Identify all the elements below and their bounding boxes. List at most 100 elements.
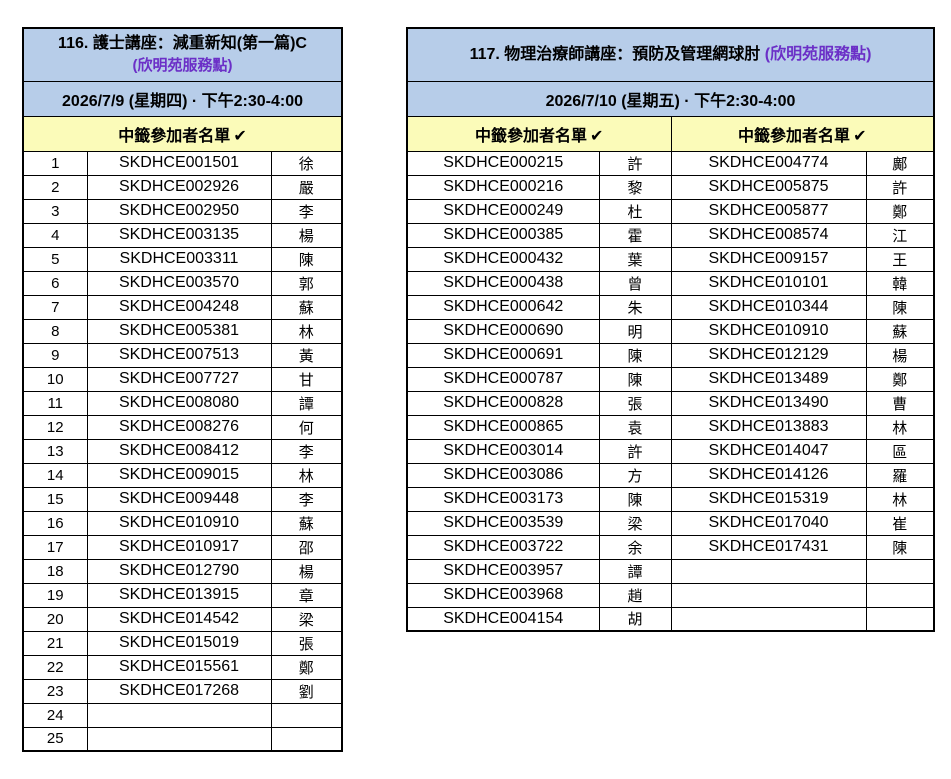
participant-surname: 韓 <box>865 270 935 296</box>
session-title: 116. 護士講座：減重新知(第一篇)C <box>58 35 307 53</box>
participant-surname: 嚴 <box>270 174 343 200</box>
participant-surname: 曾 <box>598 270 672 296</box>
table-row: 18 SKDHCE012790 楊 <box>22 558 343 584</box>
participant-surname: 譚 <box>598 558 672 584</box>
session-title-cell: 116. 護士講座：減重新知(第一篇)C (欣明苑服務點) <box>22 27 343 82</box>
participant-surname: 黎 <box>598 174 672 200</box>
participant-surname: 李 <box>270 486 343 512</box>
participant-code: SKDHCE003014 <box>406 438 600 464</box>
participant-code: SKDHCE002950 <box>86 198 272 224</box>
participant-surname: 楊 <box>865 342 935 368</box>
table-row: 10 SKDHCE007727 甘 <box>22 366 343 392</box>
participant-surname <box>865 606 935 632</box>
participant-surname: 許 <box>598 150 672 176</box>
row-number: 10 <box>22 366 88 392</box>
winners-list-body: SKDHCE000215 許 SKDHCE004774 鄺 SKDHCE000216 黎 S… <box>406 150 935 632</box>
participant-code: SKDHCE000691 <box>406 342 600 368</box>
row-number: 5 <box>22 246 88 272</box>
participant-surname: 曹 <box>865 390 935 416</box>
table-row: SKDHCE004154 胡 <box>406 606 935 632</box>
participant-code: SKDHCE007727 <box>86 366 272 392</box>
table-row: 8 SKDHCE005381 林 <box>22 318 343 344</box>
participant-code: SKDHCE010910 <box>86 510 272 536</box>
table-row: SKDHCE000249 杜 SKDHCE005877 鄭 <box>406 198 935 224</box>
participant-surname: 許 <box>865 174 935 200</box>
row-number: 22 <box>22 654 88 680</box>
participant-code: SKDHCE002926 <box>86 174 272 200</box>
row-number: 20 <box>22 606 88 632</box>
winners-header-row: 中籤參加者名單 ✔ 中籤參加者名單 ✔ <box>406 115 935 152</box>
table-row: 19 SKDHCE013915 章 <box>22 582 343 608</box>
participant-code: SKDHCE009015 <box>86 462 272 488</box>
participant-surname: 趙 <box>598 582 672 608</box>
table-row: 6 SKDHCE003570 郭 <box>22 270 343 296</box>
row-number: 11 <box>22 390 88 416</box>
table-row: 4 SKDHCE003135 楊 <box>22 222 343 248</box>
participant-surname: 陳 <box>865 534 935 560</box>
participant-surname: 羅 <box>865 462 935 488</box>
participant-code: SKDHCE010101 <box>670 270 867 296</box>
row-number: 23 <box>22 678 88 704</box>
row-number: 19 <box>22 582 88 608</box>
participant-code: SKDHCE005877 <box>670 198 867 224</box>
participant-code: SKDHCE008574 <box>670 222 867 248</box>
participant-code: SKDHCE003968 <box>406 582 600 608</box>
participant-code: SKDHCE003173 <box>406 486 600 512</box>
session-title: 117. 物理治療師講座：預防及管理網球肘 <box>469 46 761 64</box>
participant-code: SKDHCE015319 <box>670 486 867 512</box>
participant-code: SKDHCE010910 <box>670 318 867 344</box>
participant-surname: 郭 <box>270 270 343 296</box>
table-row: 20 SKDHCE014542 梁 <box>22 606 343 632</box>
participant-surname: 楊 <box>270 222 343 248</box>
participant-surname <box>865 558 935 584</box>
participant-surname: 林 <box>270 318 343 344</box>
row-number: 9 <box>22 342 88 368</box>
participant-surname: 陳 <box>598 486 672 512</box>
table-row: SKDHCE003968 趙 <box>406 582 935 608</box>
table-row: 5 SKDHCE003311 陳 <box>22 246 343 272</box>
participant-code: SKDHCE000249 <box>406 198 600 224</box>
row-number: 4 <box>22 222 88 248</box>
participant-surname: 陳 <box>598 342 672 368</box>
row-number: 8 <box>22 318 88 344</box>
row-number: 6 <box>22 270 88 296</box>
table-row: SKDHCE000828 張 SKDHCE013490 曹 <box>406 390 935 416</box>
participant-surname: 蘇 <box>270 510 343 536</box>
participant-code: SKDHCE005875 <box>670 174 867 200</box>
table-row: 22 SKDHCE015561 鄭 <box>22 654 343 680</box>
participant-code: SKDHCE014542 <box>86 606 272 632</box>
participant-code <box>670 558 867 584</box>
table-row: SKDHCE000385 霍 SKDHCE008574 江 <box>406 222 935 248</box>
participant-code: SKDHCE015019 <box>86 630 272 656</box>
table-row: 11 SKDHCE008080 譚 <box>22 390 343 416</box>
table-row: 17 SKDHCE010917 邵 <box>22 534 343 560</box>
participant-surname: 張 <box>598 390 672 416</box>
participant-code: SKDHCE005381 <box>86 318 272 344</box>
session-title-row: 117. 物理治療師講座：預防及管理網球肘 (欣明苑服務點) <box>406 27 935 82</box>
winners-list-body: 1 SKDHCE001501 徐 2 SKDHCE002926 嚴 3 SKDHCE00295… <box>22 150 343 752</box>
participant-surname: 明 <box>598 318 672 344</box>
row-number: 3 <box>22 198 88 224</box>
participant-surname: 葉 <box>598 246 672 272</box>
row-number: 21 <box>22 630 88 656</box>
participant-code: SKDHCE003570 <box>86 270 272 296</box>
participant-code: SKDHCE014126 <box>670 462 867 488</box>
participant-surname: 方 <box>598 462 672 488</box>
participant-surname: 區 <box>865 438 935 464</box>
participant-code: SKDHCE004154 <box>406 606 600 632</box>
table-row: SKDHCE000216 黎 SKDHCE005875 許 <box>406 174 935 200</box>
participant-code: SKDHCE003311 <box>86 246 272 272</box>
participant-surname: 鄺 <box>865 150 935 176</box>
participant-code <box>670 606 867 632</box>
participant-code: SKDHCE007513 <box>86 342 272 368</box>
participant-code: SKDHCE003086 <box>406 462 600 488</box>
table-row: SKDHCE000215 許 SKDHCE004774 鄺 <box>406 150 935 176</box>
participant-code: SKDHCE017268 <box>86 678 272 704</box>
row-number: 25 <box>22 726 88 752</box>
participant-surname: 梁 <box>270 606 343 632</box>
participant-code: SKDHCE014047 <box>670 438 867 464</box>
participant-surname: 李 <box>270 438 343 464</box>
participant-surname: 蘇 <box>270 294 343 320</box>
participant-surname: 林 <box>865 414 935 440</box>
